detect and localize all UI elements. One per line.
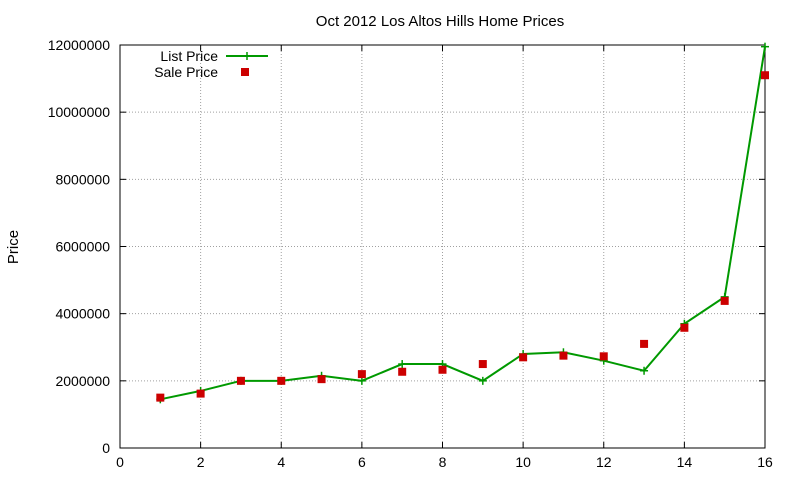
data-point (599, 352, 608, 361)
y-tick-label: 2000000 (55, 373, 110, 389)
x-tick-label: 10 (515, 454, 531, 470)
x-tick-label: 12 (596, 454, 612, 470)
y-tick-label: 8000000 (55, 171, 110, 187)
data-point (478, 360, 487, 369)
x-tick-label: 2 (197, 454, 205, 470)
x-tick-label: 4 (277, 454, 285, 470)
axes: 0 2 4 6 8 10 12 14 16 0 2000000 4000000 6000000 80000… (48, 37, 773, 470)
data-point (357, 376, 366, 385)
data-point (720, 296, 729, 305)
y-tick-label: 12000000 (48, 37, 111, 53)
x-tick-label: 14 (677, 454, 693, 470)
legend-swatch-marker (243, 52, 251, 60)
data-point (277, 376, 286, 385)
legend-swatch-marker (241, 68, 249, 76)
data-point (196, 389, 205, 398)
x-tick-label: 0 (116, 454, 124, 470)
data-point (317, 375, 326, 384)
x-tick-label: 16 (757, 454, 773, 470)
data-point (559, 351, 568, 360)
data-point (398, 367, 407, 376)
series-layer (156, 42, 769, 404)
y-tick-label: 4000000 (55, 306, 110, 322)
data-point (640, 366, 649, 375)
y-tick-label: 10000000 (48, 104, 111, 120)
y-axis-label: Price (5, 230, 22, 264)
x-tick-label: 6 (358, 454, 366, 470)
y-tick-label: 0 (102, 440, 110, 456)
y-tick-label: 6000000 (55, 239, 110, 255)
legend-label: List Price (160, 48, 218, 64)
legend-label: Sale Price (154, 64, 218, 80)
data-point (640, 339, 649, 348)
x-tick-label: 8 (439, 454, 447, 470)
grid-lines (120, 45, 765, 448)
data-point (156, 393, 165, 402)
data-point (519, 353, 528, 362)
series-sale-price (156, 71, 769, 402)
data-point (236, 376, 245, 385)
data-point (357, 370, 366, 379)
data-point (438, 365, 447, 374)
series-list-price (156, 42, 769, 404)
data-point (761, 42, 769, 51)
chart-title: Oct 2012 Los Altos Hills Home Prices (316, 13, 564, 30)
data-point (761, 71, 769, 80)
data-point (398, 360, 407, 369)
series-line (160, 46, 766, 401)
data-point (478, 376, 487, 385)
data-point (680, 323, 689, 332)
